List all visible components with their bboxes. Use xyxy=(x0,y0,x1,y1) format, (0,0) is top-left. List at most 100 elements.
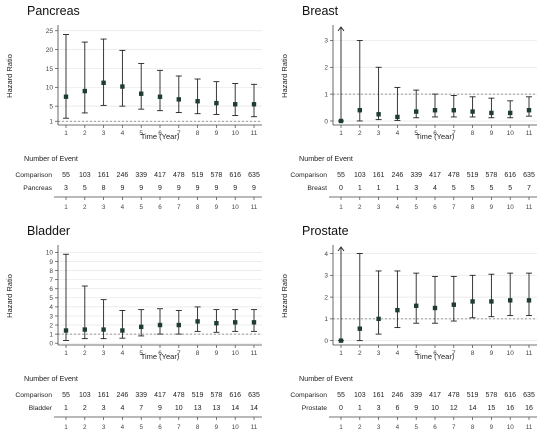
estimate-point xyxy=(357,108,362,113)
table-cell: 55 xyxy=(337,172,345,179)
y-tick-label: 1 xyxy=(324,91,328,98)
estimate-point xyxy=(63,328,69,333)
table-cell: 10 xyxy=(175,405,183,412)
table-tick-label: 4 xyxy=(121,424,125,431)
table-row-label: Comparison xyxy=(290,392,327,399)
estimate-point xyxy=(120,84,125,89)
table-tick-label: 8 xyxy=(196,204,200,211)
y-tick-label: 1 xyxy=(49,331,53,338)
y-tick-label: 2 xyxy=(324,294,328,301)
table-tick-label: 7 xyxy=(452,424,456,431)
table-tick-label: 10 xyxy=(232,204,240,211)
x-tick-label: 4 xyxy=(396,130,400,137)
table-cell: 578 xyxy=(486,392,498,399)
estimate-point xyxy=(357,326,362,331)
x-tick-label: 1 xyxy=(64,350,68,357)
table-cell: 1 xyxy=(358,405,362,412)
y-tick-label: 0 xyxy=(324,118,328,125)
x-tick-label: 7 xyxy=(177,130,181,137)
panel-bladder: Bladder 0 1 2 3 4 5 6 7 8 9 10 Hazard Ratio 1 2 3 4 5 6 7 8 9… xyxy=(0,220,275,439)
table-tick-label: 6 xyxy=(433,204,437,211)
table-cell: 417 xyxy=(154,172,166,179)
x-tick-label: 11 xyxy=(526,130,533,137)
x-tick-label: 11 xyxy=(251,130,258,137)
table-cell: 339 xyxy=(410,392,422,399)
table-row-label: Comparison xyxy=(15,392,52,399)
table-tick-label: 10 xyxy=(507,204,515,211)
table-cell: 635 xyxy=(523,392,535,399)
table-cell: 55 xyxy=(337,392,345,399)
panel-prostate: Prostate 0 1 2 3 4 Hazard Ratio 1 2 3 4 5 6 7 8 9 10 11 Ti… xyxy=(275,220,550,439)
y-tick-label: 2 xyxy=(324,65,328,72)
estimate-point xyxy=(139,324,144,330)
table-tick-label: 11 xyxy=(251,424,258,431)
x-tick-label: 8 xyxy=(471,350,475,357)
table-cell: 339 xyxy=(135,392,147,399)
table-cell: 161 xyxy=(98,172,110,179)
table-cell: 13 xyxy=(194,405,202,412)
estimate-point xyxy=(214,321,219,326)
table-tick-label: 9 xyxy=(215,424,219,431)
table-tick-label: 2 xyxy=(83,424,87,431)
estimate-point xyxy=(432,108,438,113)
x-axis-label: Time (Year) xyxy=(141,132,180,141)
table-tick-label: 3 xyxy=(102,424,106,431)
y-tick-label: 3 xyxy=(324,38,328,45)
table-cell: 14 xyxy=(250,405,258,412)
y-tick-label: 6 xyxy=(49,286,53,293)
table-cell: 417 xyxy=(429,172,441,179)
x-tick-label: 10 xyxy=(232,350,240,357)
table-cell: 635 xyxy=(248,392,260,399)
table-cell: 519 xyxy=(467,172,479,179)
table-tick-label: 11 xyxy=(526,204,533,211)
table-cell: 5 xyxy=(471,185,475,192)
x-tick-label: 10 xyxy=(507,350,515,357)
estimate-point xyxy=(82,88,87,94)
estimate-point xyxy=(195,99,200,104)
table-cell: 5 xyxy=(452,185,456,192)
table-row-label: Comparison xyxy=(15,172,52,179)
table-cell: 246 xyxy=(117,172,129,179)
chart-bladder: Bladder 0 1 2 3 4 5 6 7 8 9 10 Hazard Ratio 1 2 3 4 5 6 7 8 9… xyxy=(5,224,262,431)
estimate-point xyxy=(214,100,219,106)
table-tick-label: 3 xyxy=(102,204,106,211)
table-tick-label: 2 xyxy=(358,204,362,211)
estimate-point xyxy=(157,322,163,328)
table-title: Number of Event xyxy=(299,154,353,163)
table-cell: 161 xyxy=(373,392,385,399)
table-cell: 103 xyxy=(79,392,91,399)
estimate-point xyxy=(139,91,144,96)
x-tick-label: 6 xyxy=(158,350,162,357)
table-cell: 519 xyxy=(192,392,204,399)
y-axis-label: Hazard Ratio xyxy=(5,54,14,98)
table-cell: 7 xyxy=(139,405,143,412)
y-tick-label: 20 xyxy=(46,47,54,54)
table-tick-label: 11 xyxy=(251,204,258,211)
estimate-point xyxy=(251,102,257,107)
table-cell: 478 xyxy=(448,172,460,179)
x-tick-label: 2 xyxy=(83,350,87,357)
table-cell: 10 xyxy=(431,405,439,412)
x-axis-label: Time (Year) xyxy=(141,352,180,361)
error-bar-arrow xyxy=(337,246,345,252)
x-tick-label: 6 xyxy=(433,130,437,137)
table-cell: 1 xyxy=(395,185,399,192)
table-tick-label: 1 xyxy=(339,424,343,431)
x-tick-label: 10 xyxy=(232,130,240,137)
estimate-point xyxy=(233,320,238,325)
y-tick-label: 10 xyxy=(46,250,54,257)
table-tick-label: 1 xyxy=(64,204,68,211)
x-tick-label: 7 xyxy=(177,350,181,357)
y-tick-label: 9 xyxy=(49,259,53,266)
chart-title: Prostate xyxy=(302,224,349,238)
y-tick-label: 4 xyxy=(324,251,328,258)
estimate-point xyxy=(508,110,513,116)
y-tick-label: 25 xyxy=(46,28,54,35)
table-tick-label: 7 xyxy=(452,204,456,211)
table-tick-label: 5 xyxy=(414,204,418,211)
table-tick-label: 4 xyxy=(121,204,125,211)
table-cell: 519 xyxy=(467,392,479,399)
table-cell: 1 xyxy=(358,185,362,192)
table-tick-label: 11 xyxy=(526,424,533,431)
estimate-point xyxy=(120,328,125,333)
